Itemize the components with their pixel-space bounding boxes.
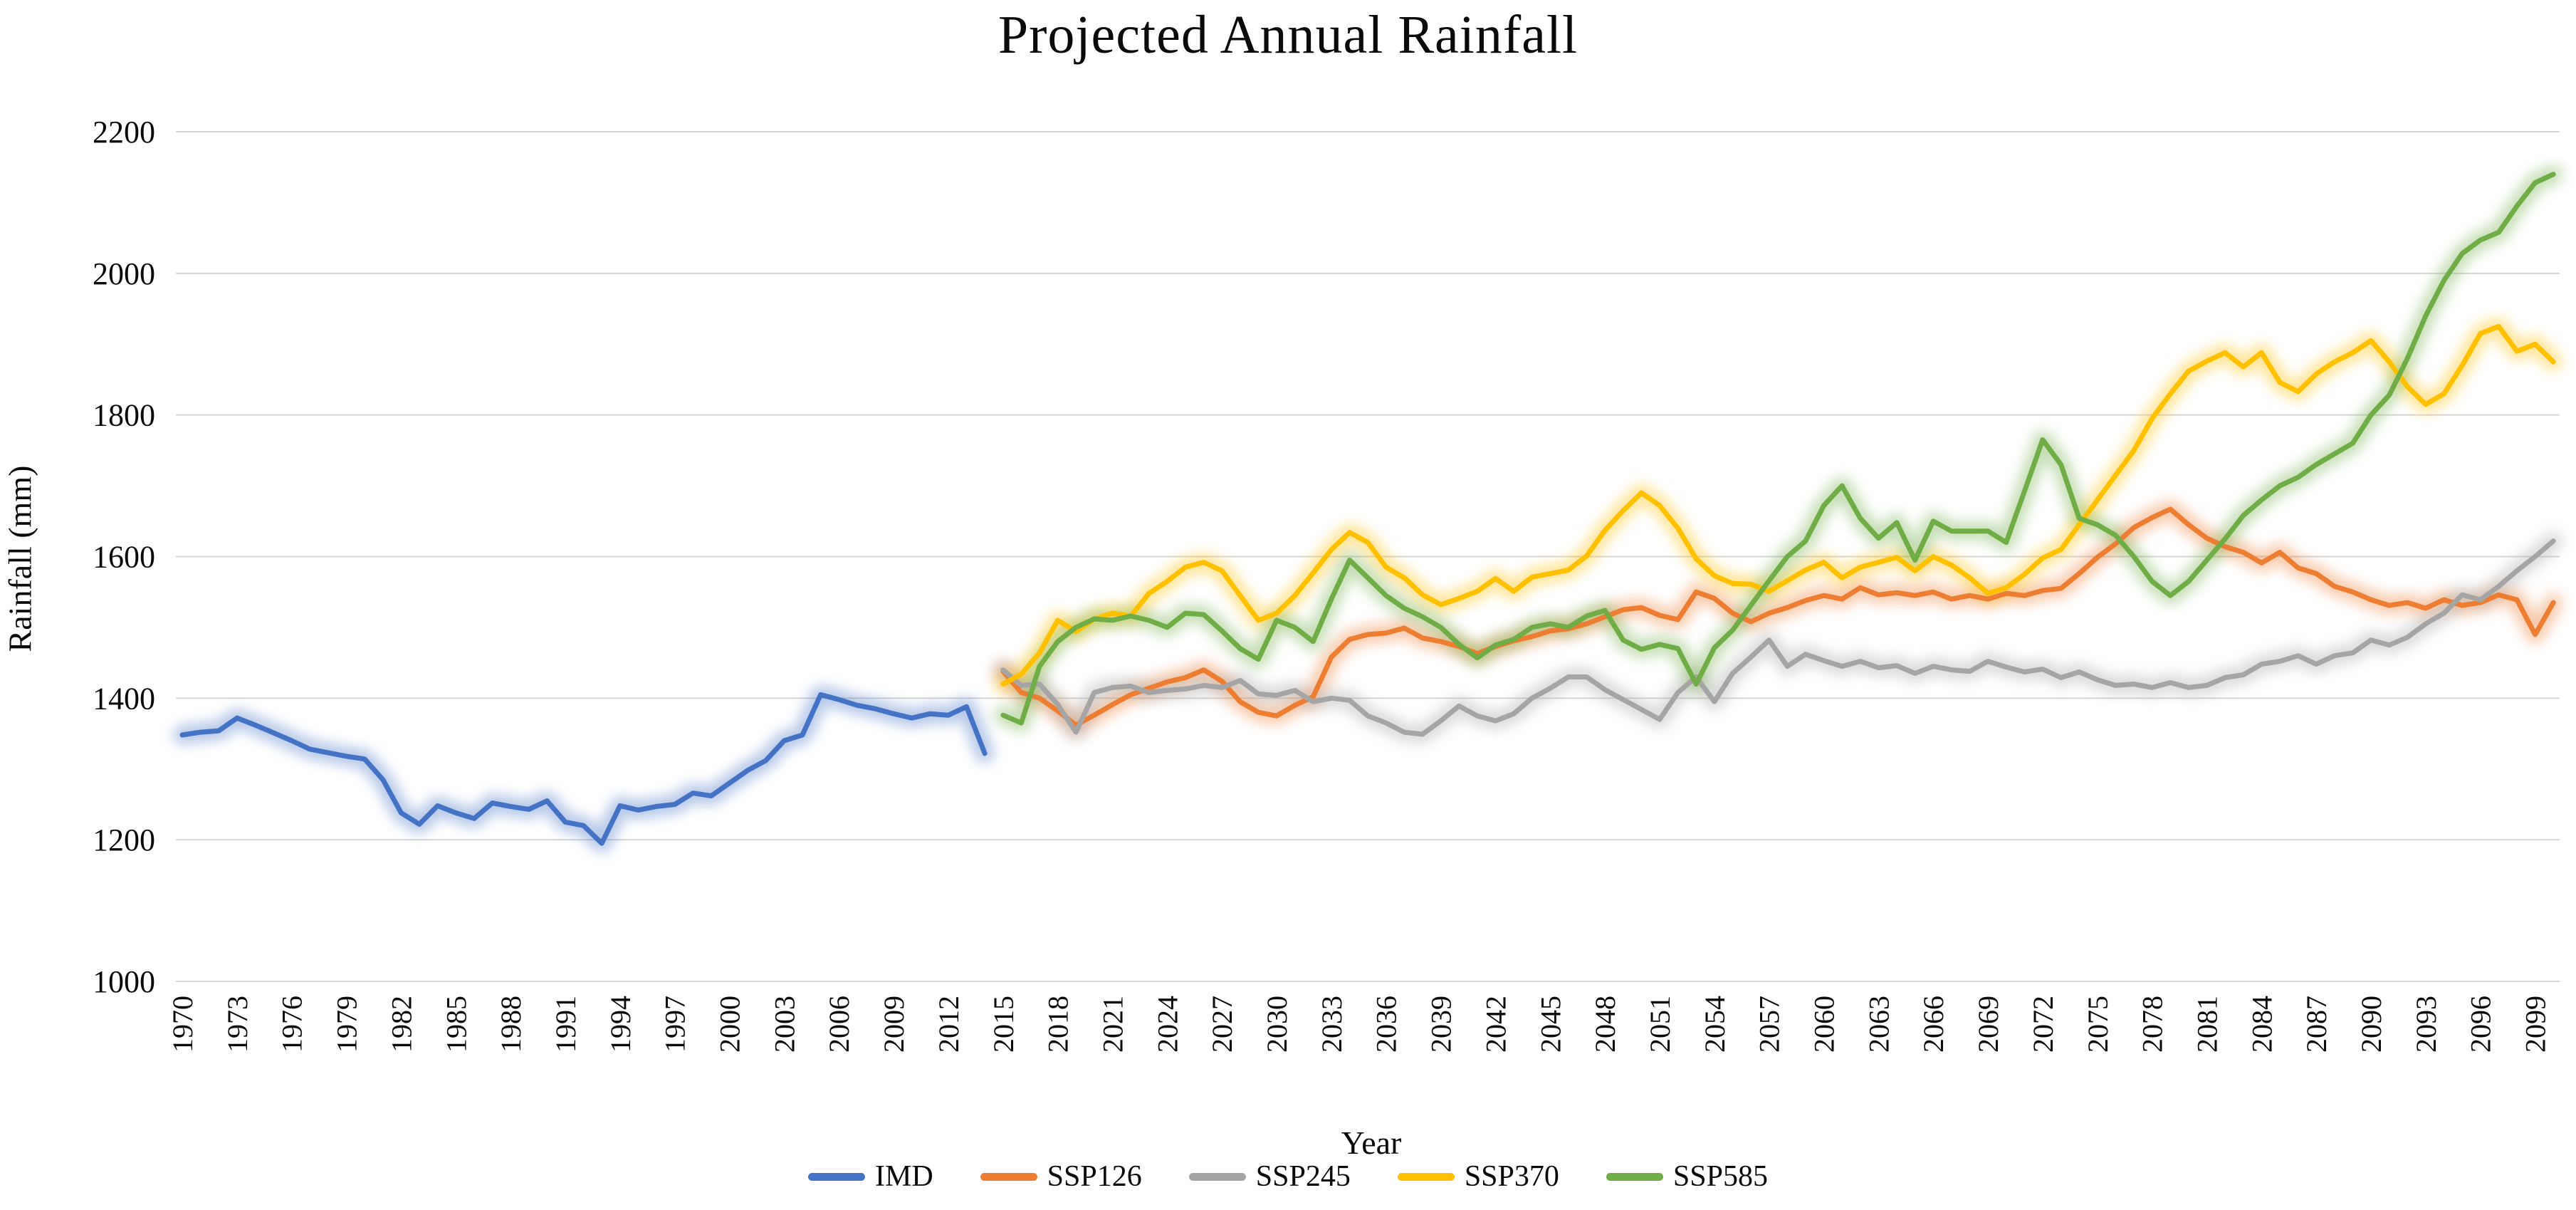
x-tick-label-2048: 2048	[1589, 996, 1621, 1053]
legend-label-SSP585: SSP585	[1672, 1160, 1768, 1193]
x-tick-label-1976: 1976	[276, 996, 308, 1053]
y-tick-label-2000: 2000	[93, 256, 155, 291]
x-tick-label-2099: 2099	[2520, 996, 2552, 1053]
legend-swatch-SSP245	[1188, 1172, 1246, 1181]
x-tick-label-1982: 1982	[385, 996, 417, 1053]
x-tick-label-1973: 1973	[221, 996, 253, 1053]
x-tick-label-2000: 2000	[714, 996, 746, 1053]
x-tick-label-2030: 2030	[1261, 996, 1293, 1053]
x-tick-label-2075: 2075	[2082, 996, 2114, 1053]
legend-swatch-SSP370	[1397, 1172, 1455, 1181]
x-tick-label-2084: 2084	[2246, 996, 2278, 1053]
x-tick-label-2069: 2069	[1972, 996, 2004, 1053]
legend-label-SSP245: SSP245	[1255, 1160, 1351, 1193]
x-tick-label-2009: 2009	[878, 996, 910, 1053]
legend-swatch-SSP585	[1606, 1172, 1663, 1181]
legend-item-SSP585: SSP585	[1606, 1159, 1768, 1194]
x-tick-label-1988: 1988	[495, 996, 527, 1053]
x-tick-label-1991: 1991	[550, 996, 582, 1053]
legend-swatch-SSP126	[980, 1172, 1037, 1181]
series-SSP126-line	[1000, 506, 2556, 728]
x-tick-label-2093: 2093	[2410, 996, 2442, 1053]
x-tick-label-2078: 2078	[2137, 996, 2169, 1053]
x-tick-label-1994: 1994	[604, 996, 637, 1053]
legend-item-IMD: IMD	[808, 1159, 933, 1194]
x-tick-label-2063: 2063	[1863, 996, 1895, 1053]
legend-swatch-IMD	[808, 1172, 865, 1181]
x-tick-labels: 1970 1973 1976 1979 1982 1985 1988 1991 1994 1997…	[167, 996, 2552, 1053]
series-glow-layer	[173, 165, 2563, 853]
x-tick-label-1970: 1970	[167, 996, 199, 1053]
x-tick-label-2060: 2060	[1808, 996, 1841, 1053]
x-tick-label-2003: 2003	[768, 996, 800, 1053]
series-SSP370-glow	[993, 317, 2563, 694]
y-tick-label-2200: 2200	[93, 115, 155, 150]
x-tick-label-2066: 2066	[1917, 996, 1949, 1053]
legend-item-SSP245: SSP245	[1188, 1159, 1351, 1194]
legend-item-SSP370: SSP370	[1397, 1159, 1559, 1194]
x-tick-label-1997: 1997	[659, 996, 691, 1053]
gridlines	[176, 131, 2560, 983]
series-line-layer	[179, 172, 2556, 846]
series-SSP370-line	[1000, 323, 2556, 687]
x-tick-label-2015: 2015	[988, 996, 1020, 1053]
x-tick-label-2042: 2042	[1480, 996, 1512, 1053]
chart-legend: IMD SSP126 SSP245 SSP370 SSP585	[0, 1159, 2576, 1194]
x-tick-label-2090: 2090	[2355, 996, 2387, 1053]
legend-item-SSP126: SSP126	[980, 1159, 1142, 1194]
chart-title: Projected Annual Rainfall	[998, 5, 1578, 65]
x-tick-label-2096: 2096	[2465, 996, 2497, 1053]
series-SSP245-line	[1000, 538, 2556, 737]
x-tick-label-2051: 2051	[1644, 996, 1676, 1053]
x-tick-label-2045: 2045	[1534, 996, 1566, 1053]
x-tick-label-2018: 2018	[1042, 996, 1074, 1053]
x-tick-label-2054: 2054	[1699, 996, 1731, 1053]
x-tick-label-2072: 2072	[2027, 996, 2059, 1053]
x-tick-label-1985: 1985	[440, 996, 472, 1053]
legend-label-SSP370: SSP370	[1464, 1160, 1559, 1193]
x-tick-label-2024: 2024	[1151, 996, 1183, 1053]
x-tick-label-2012: 2012	[933, 996, 965, 1053]
y-tick-labels: 2200 2000 1800 1600 1400 1200 1000	[93, 115, 155, 999]
x-tick-label-2006: 2006	[823, 996, 855, 1053]
y-tick-label-1800: 1800	[93, 398, 155, 433]
x-tick-label-2027: 2027	[1206, 996, 1238, 1053]
y-tick-label-1200: 1200	[93, 823, 155, 857]
series-SSP585-line	[1000, 172, 2556, 726]
x-tick-label-2033: 2033	[1316, 996, 1348, 1053]
x-tick-label-2087: 2087	[2300, 996, 2332, 1053]
x-tick-label-2021: 2021	[1096, 996, 1129, 1053]
legend-label-IMD: IMD	[875, 1160, 933, 1193]
x-tick-label-1979: 1979	[331, 996, 363, 1053]
y-tick-label-1000: 1000	[93, 964, 155, 999]
series-IMD-glow	[173, 685, 995, 853]
x-tick-label-2081: 2081	[2191, 996, 2223, 1053]
series-IMD-line	[179, 692, 988, 846]
x-tick-label-2039: 2039	[1425, 996, 1457, 1053]
series-SSP126-glow	[993, 499, 2563, 735]
x-tick-label-2036: 2036	[1371, 996, 1403, 1053]
y-tick-label-1600: 1600	[93, 540, 155, 575]
x-axis-title: Year	[1341, 1125, 1402, 1161]
legend-label-SSP126: SSP126	[1047, 1160, 1142, 1193]
x-tick-label-2057: 2057	[1754, 996, 1786, 1053]
y-tick-label-1400: 1400	[93, 681, 155, 716]
y-axis-title: Rainfall (mm)	[1, 465, 38, 652]
